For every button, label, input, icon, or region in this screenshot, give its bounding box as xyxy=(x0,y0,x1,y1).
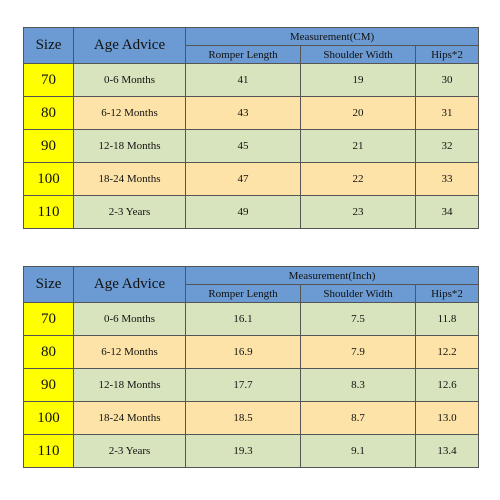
column-header: Hips*2 xyxy=(415,45,479,64)
data-cell: 21 xyxy=(300,129,416,163)
size-cell: 70 xyxy=(23,302,74,336)
data-cell: 20 xyxy=(300,96,416,130)
group-header: Measurement(Inch) xyxy=(185,266,479,285)
age-header: Age Advice xyxy=(73,266,186,303)
data-cell: 6-12 Months xyxy=(73,96,186,130)
size-cell: 90 xyxy=(23,368,74,402)
data-row: 110 2-3 Years 19.3 9.1 13.4 xyxy=(23,434,479,468)
data-cell: 6-12 Months xyxy=(73,335,186,369)
data-row: 90 12-18 Months 45 21 32 xyxy=(23,129,479,163)
size-cell: 110 xyxy=(23,434,74,468)
data-row: 100 18-24 Months 47 22 33 xyxy=(23,162,479,196)
data-cell: 33 xyxy=(415,162,479,196)
data-cell: 18-24 Months xyxy=(73,401,186,435)
data-cell: 47 xyxy=(185,162,301,196)
data-cell: 31 xyxy=(415,96,479,130)
size-cell: 110 xyxy=(23,195,74,229)
data-row: 80 6-12 Months 16.9 7.9 12.2 xyxy=(23,335,479,369)
data-row: 70 0-6 Months 16.1 7.5 11.8 xyxy=(23,302,479,336)
column-header: Shoulder Width xyxy=(300,284,416,303)
data-cell: 2-3 Years xyxy=(73,434,186,468)
size-header: Size xyxy=(23,27,74,64)
data-cell: 19.3 xyxy=(185,434,301,468)
column-header: Romper Length xyxy=(185,45,301,64)
age-header: Age Advice xyxy=(73,27,186,64)
data-cell: 11.8 xyxy=(415,302,479,336)
data-cell: 12-18 Months xyxy=(73,368,186,402)
data-cell: 32 xyxy=(415,129,479,163)
data-cell: 8.3 xyxy=(300,368,416,402)
size-cell: 80 xyxy=(23,96,74,130)
size-cell: 70 xyxy=(23,63,74,97)
data-row: 70 0-6 Months 41 19 30 xyxy=(23,63,479,97)
data-cell: 9.1 xyxy=(300,434,416,468)
data-cell: 16.9 xyxy=(185,335,301,369)
size-cell: 100 xyxy=(23,162,74,196)
data-cell: 22 xyxy=(300,162,416,196)
column-header: Shoulder Width xyxy=(300,45,416,64)
data-row: 80 6-12 Months 43 20 31 xyxy=(23,96,479,130)
data-row: 90 12-18 Months 17.7 8.3 12.6 xyxy=(23,368,479,402)
group-header: Measurement(CM) xyxy=(185,27,479,46)
data-cell: 18-24 Months xyxy=(73,162,186,196)
column-header: Hips*2 xyxy=(415,284,479,303)
data-cell: 45 xyxy=(185,129,301,163)
data-row: 110 2-3 Years 49 23 34 xyxy=(23,195,479,229)
header-row: Romper Length Shoulder Width Hips*2 xyxy=(24,284,479,303)
size-cell: 80 xyxy=(23,335,74,369)
data-row: 100 18-24 Months 18.5 8.7 13.0 xyxy=(23,401,479,435)
data-cell: 13.4 xyxy=(415,434,479,468)
data-cell: 13.0 xyxy=(415,401,479,435)
data-cell: 2-3 Years xyxy=(73,195,186,229)
size-cell: 100 xyxy=(23,401,74,435)
column-header: Romper Length xyxy=(185,284,301,303)
data-cell: 16.1 xyxy=(185,302,301,336)
data-cell: 8.7 xyxy=(300,401,416,435)
size-table: Size Age Advice Measurement(Inch) Romper Le… xyxy=(23,266,479,468)
header-row: Size Age Advice Measurement(Inch) xyxy=(23,266,479,303)
data-cell: 34 xyxy=(415,195,479,229)
size-table: Size Age Advice Measurement(CM) Romper Leng… xyxy=(23,27,479,229)
data-cell: 41 xyxy=(185,63,301,97)
data-cell: 49 xyxy=(185,195,301,229)
data-cell: 19 xyxy=(300,63,416,97)
data-cell: 18.5 xyxy=(185,401,301,435)
data-cell: 7.9 xyxy=(300,335,416,369)
data-cell: 43 xyxy=(185,96,301,130)
header-row: Size Age Advice Measurement(CM) xyxy=(23,27,479,64)
data-cell: 30 xyxy=(415,63,479,97)
header-row: Romper Length Shoulder Width Hips*2 xyxy=(24,45,479,64)
data-cell: 0-6 Months xyxy=(73,63,186,97)
data-cell: 17.7 xyxy=(185,368,301,402)
data-cell: 0-6 Months xyxy=(73,302,186,336)
data-cell: 23 xyxy=(300,195,416,229)
data-cell: 7.5 xyxy=(300,302,416,336)
data-cell: 12-18 Months xyxy=(73,129,186,163)
size-header: Size xyxy=(23,266,74,303)
data-cell: 12.6 xyxy=(415,368,479,402)
size-cell: 90 xyxy=(23,129,74,163)
data-cell: 12.2 xyxy=(415,335,479,369)
